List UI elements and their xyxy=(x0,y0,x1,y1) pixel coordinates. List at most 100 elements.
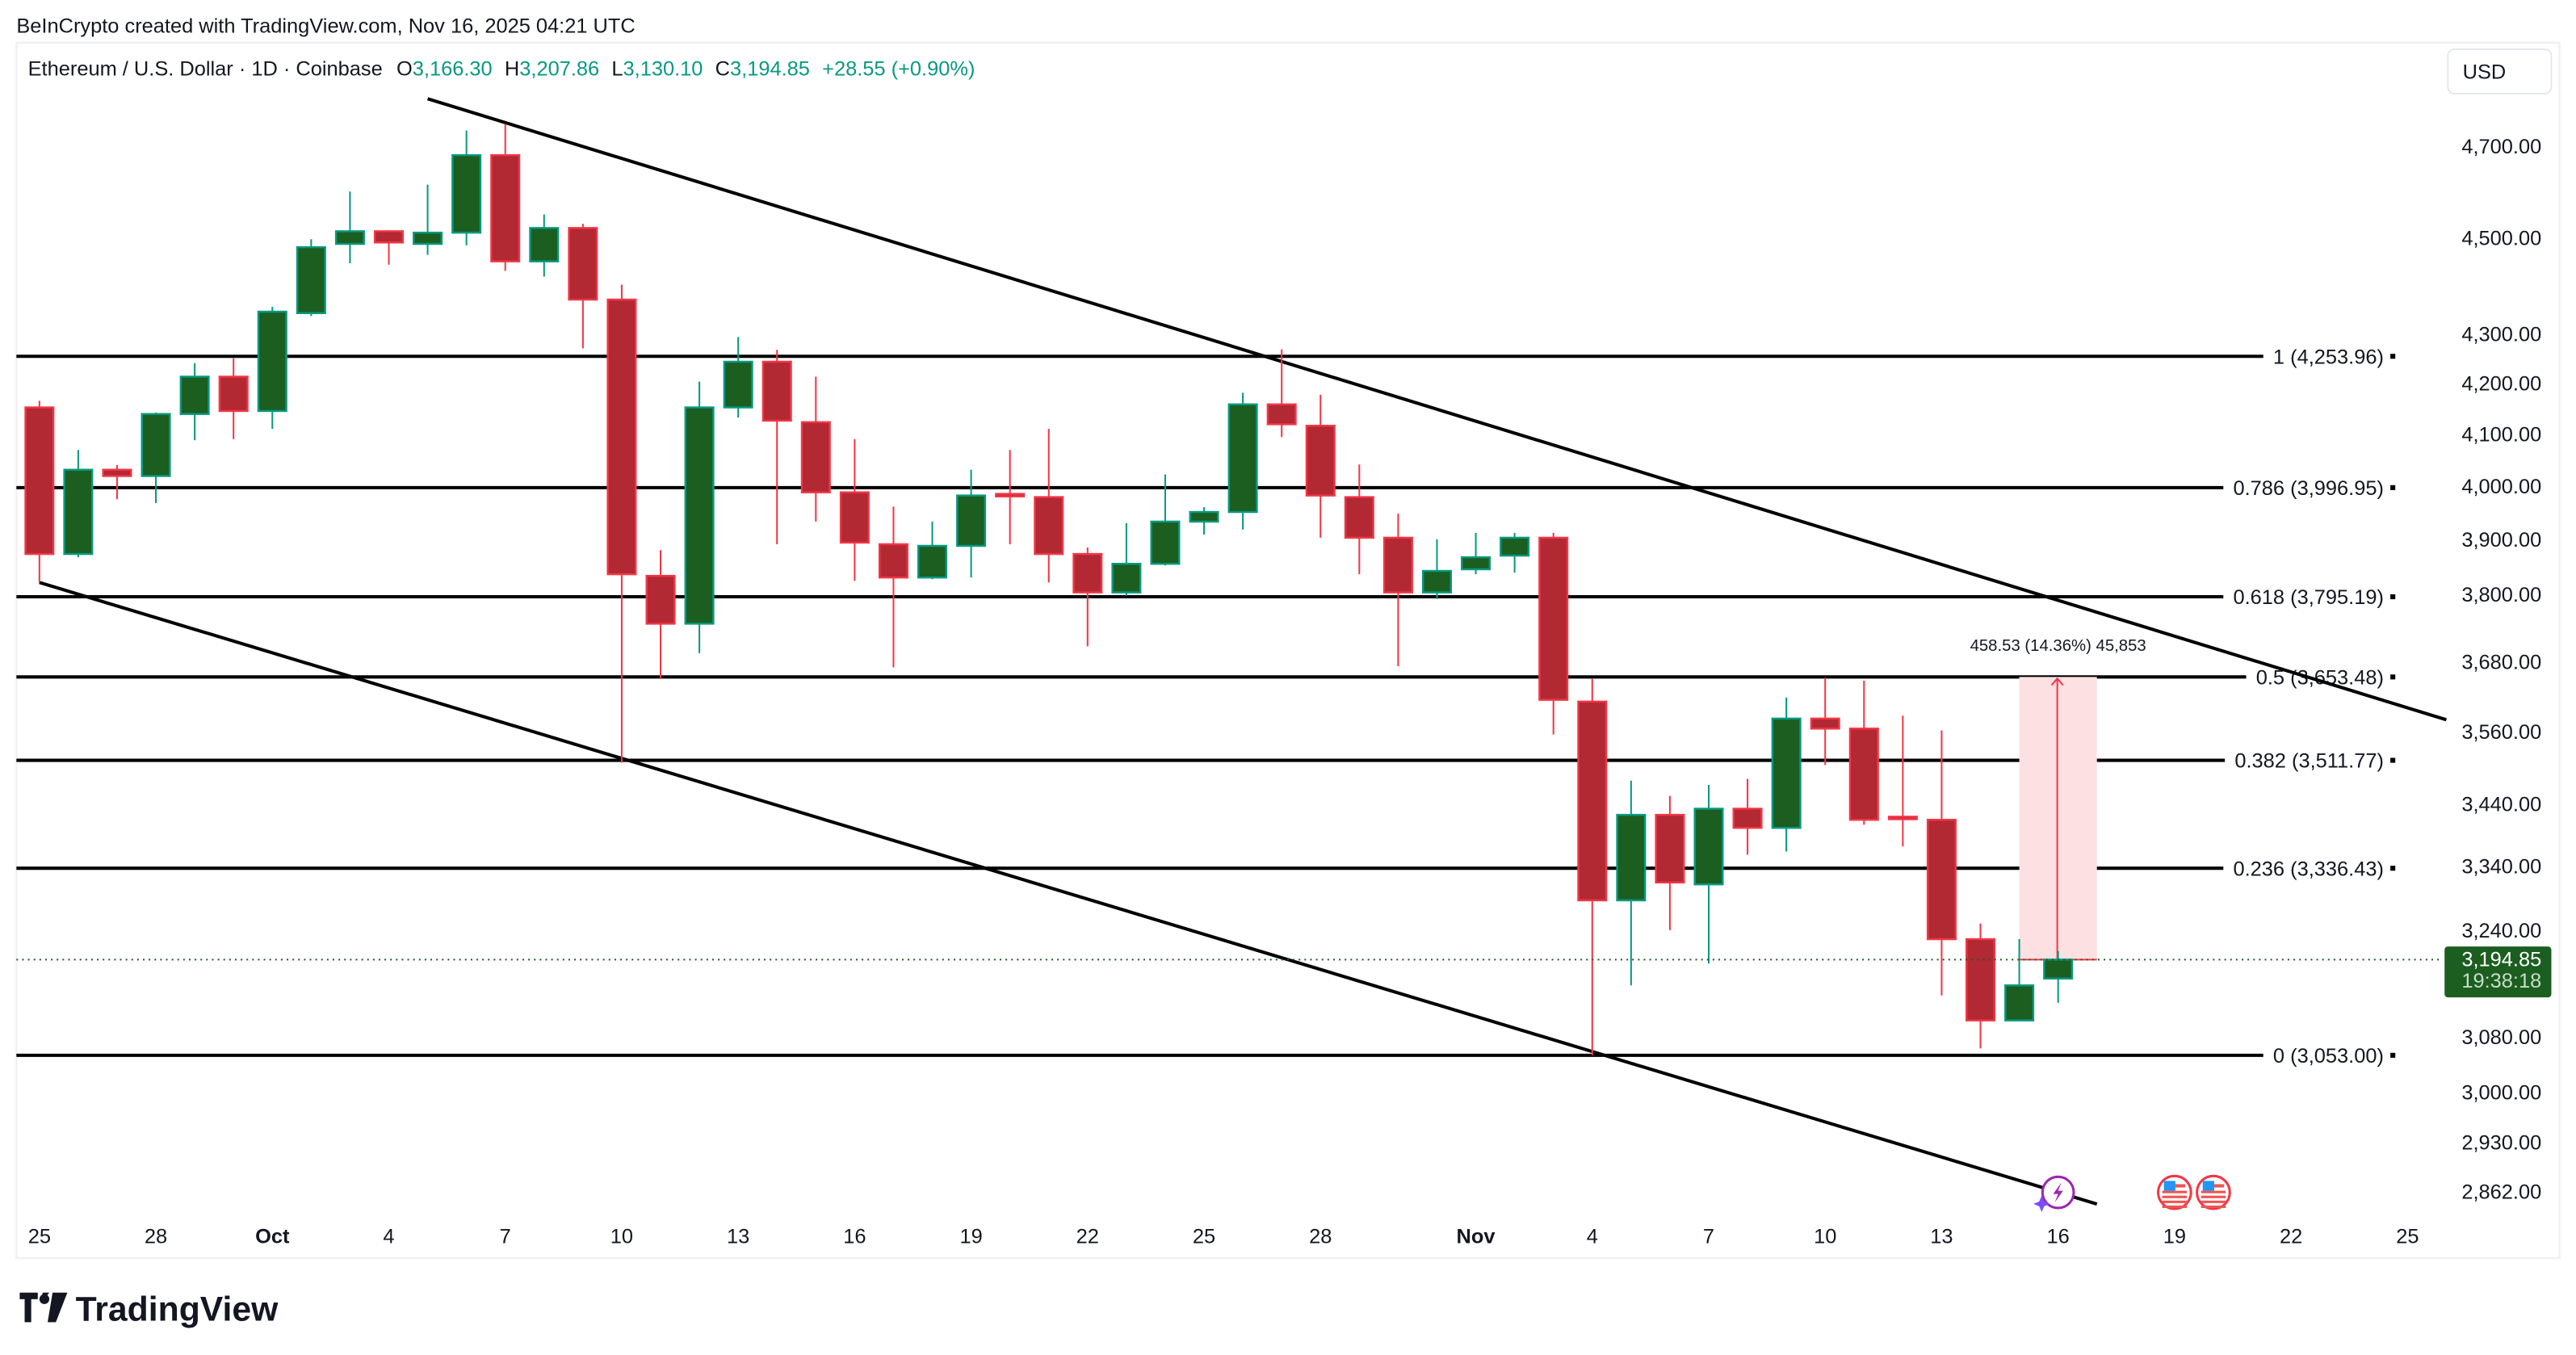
candle-2025-10-03[interactable] xyxy=(334,191,365,264)
candle-2025-10-30[interactable] xyxy=(1382,514,1413,667)
candle-2025-11-12[interactable] xyxy=(1887,715,1918,847)
candle-2025-10-09[interactable] xyxy=(568,224,598,349)
svg-text:3,194.85: 3,194.85 xyxy=(2461,949,2541,971)
candle-2025-10-12[interactable] xyxy=(684,381,715,653)
candle-2025-10-27[interactable] xyxy=(1266,349,1297,438)
candle-2025-10-01[interactable] xyxy=(257,306,287,430)
candle-2025-10-11[interactable] xyxy=(645,550,676,679)
candle-body xyxy=(451,153,482,234)
candle-body xyxy=(257,310,287,413)
candle-2025-10-14[interactable] xyxy=(761,350,792,544)
candle-2025-10-29[interactable] xyxy=(1344,464,1374,575)
lightning-icon[interactable] xyxy=(2033,1175,2075,1213)
candle-2025-10-17[interactable] xyxy=(878,506,908,668)
candle-2025-10-28[interactable] xyxy=(1305,394,1336,538)
time-tick-label: 28 xyxy=(1309,1226,1332,1248)
candle-2025-11-06[interactable] xyxy=(1655,795,1685,930)
candle-2025-10-20[interactable] xyxy=(995,450,1026,544)
candle-body xyxy=(102,468,132,477)
candle-2025-10-07[interactable] xyxy=(490,124,521,271)
tradingview-logo[interactable]: TradingView xyxy=(19,1290,279,1328)
price-tick-label: 4,700.00 xyxy=(2461,136,2541,158)
candle-body xyxy=(684,406,715,625)
time-tick-label: 10 xyxy=(1814,1226,1836,1248)
change-value: +28.55 (+0.90%) xyxy=(822,58,975,81)
candle-body xyxy=(1344,496,1374,539)
candle-2025-11-14[interactable] xyxy=(1966,923,1996,1049)
candle-2025-11-13[interactable] xyxy=(1926,730,1957,996)
price-tick-label: 4,500.00 xyxy=(2461,228,2541,250)
fib-level-label: 0.5 (3,653.48) xyxy=(2256,666,2384,689)
currency-button[interactable]: USD xyxy=(2447,48,2553,94)
candle-body xyxy=(568,227,598,301)
price-tick-label: 2,930.00 xyxy=(2461,1131,2541,1154)
time-tick-label: 4 xyxy=(383,1226,394,1248)
candle-2025-11-07[interactable] xyxy=(1693,785,1724,964)
trendlines xyxy=(39,97,2447,1206)
svg-text:TradingView: TradingView xyxy=(76,1290,279,1328)
price-tick-label: 3,680.00 xyxy=(2461,652,2541,674)
us-flag-icon[interactable] xyxy=(2157,1174,2192,1210)
fib-level-tick xyxy=(2390,1052,2396,1058)
candle-2025-09-27[interactable] xyxy=(102,464,132,500)
candle-body xyxy=(490,153,521,262)
candle-2025-10-13[interactable] xyxy=(723,337,753,418)
candle-2025-10-19[interactable] xyxy=(956,469,987,578)
candle-body xyxy=(2043,959,2074,980)
candle-2025-11-05[interactable] xyxy=(1616,780,1647,986)
price-range-measure[interactable]: 458.53 (14.36%) 45,853 xyxy=(1970,637,2146,961)
candle-2025-10-25[interactable] xyxy=(1189,507,1219,535)
candle-2025-10-02[interactable] xyxy=(296,239,326,317)
candle-2025-09-28[interactable] xyxy=(141,412,171,503)
candle-2025-11-01[interactable] xyxy=(1461,532,1491,575)
candle-2025-10-16[interactable] xyxy=(839,438,870,581)
time-axis[interactable]: 25 28 Oct 4 7 10 13 16 19 22 25 28 Nov 4 7 10 13 16 19 22 25 xyxy=(28,1226,2419,1248)
candle-2025-11-04[interactable] xyxy=(1577,678,1608,1055)
candle-2025-09-30[interactable] xyxy=(218,358,249,439)
price-tick-label: 3,240.00 xyxy=(2461,920,2541,942)
candle-2025-10-26[interactable] xyxy=(1227,392,1258,530)
candle-body xyxy=(1072,552,1103,594)
candle-body xyxy=(1382,536,1413,594)
candle-2025-11-09[interactable] xyxy=(1771,697,1802,852)
candle-2025-10-06[interactable] xyxy=(451,130,482,245)
candle-2025-10-23[interactable] xyxy=(1111,522,1142,596)
candle-2025-11-08[interactable] xyxy=(1732,778,1763,855)
candle-body xyxy=(645,574,676,625)
candle-2025-10-08[interactable] xyxy=(529,214,560,277)
candle-2025-09-26[interactable] xyxy=(63,450,94,558)
candle-2025-10-21[interactable] xyxy=(1034,429,1064,583)
candle-2025-10-04[interactable] xyxy=(373,230,405,265)
candle-2025-10-05[interactable] xyxy=(413,184,443,255)
candle-2025-09-25[interactable] xyxy=(24,401,55,583)
candle-2025-11-02[interactable] xyxy=(1500,532,1530,573)
price-tick-label: 3,340.00 xyxy=(2461,856,2541,879)
fib-level-tick xyxy=(2390,485,2396,490)
time-tick-label: 25 xyxy=(28,1226,51,1248)
price-tick-label: 4,200.00 xyxy=(2461,373,2541,396)
candle-body xyxy=(1305,425,1336,497)
candle-2025-11-03[interactable] xyxy=(1538,532,1569,735)
candle-2025-11-10[interactable] xyxy=(1810,678,1840,766)
fib-level-tick xyxy=(2390,594,2396,600)
svg-text:USD: USD xyxy=(2463,61,2507,84)
price-axis[interactable]: 4,700.00 4,500.00 4,300.00 4,200.00 4,100.00… xyxy=(2461,136,2541,1203)
candle-2025-10-22[interactable] xyxy=(1072,547,1103,647)
candle-2025-10-15[interactable] xyxy=(800,376,831,522)
measure-label: 458.53 (14.36%) 45,853 xyxy=(1970,637,2146,655)
time-tick-label: 7 xyxy=(500,1226,511,1248)
candle-2025-10-18[interactable] xyxy=(917,521,948,580)
trendline-lower[interactable] xyxy=(39,581,2098,1206)
us-flag-icon[interactable] xyxy=(2196,1174,2231,1210)
tradingview-logo-icon xyxy=(19,1292,50,1323)
candle-2025-11-11[interactable] xyxy=(1848,680,1879,825)
candle-2025-10-24[interactable] xyxy=(1150,474,1181,566)
trendline-upper[interactable] xyxy=(426,97,2447,722)
candle-2025-11-15[interactable] xyxy=(2004,939,2035,1021)
time-tick-label: 25 xyxy=(2396,1226,2419,1248)
time-tick-label: 19 xyxy=(959,1226,982,1248)
candle-2025-10-10[interactable] xyxy=(606,284,637,763)
candle-2025-09-29[interactable] xyxy=(179,363,210,441)
candle-2025-10-31[interactable] xyxy=(1421,539,1452,599)
